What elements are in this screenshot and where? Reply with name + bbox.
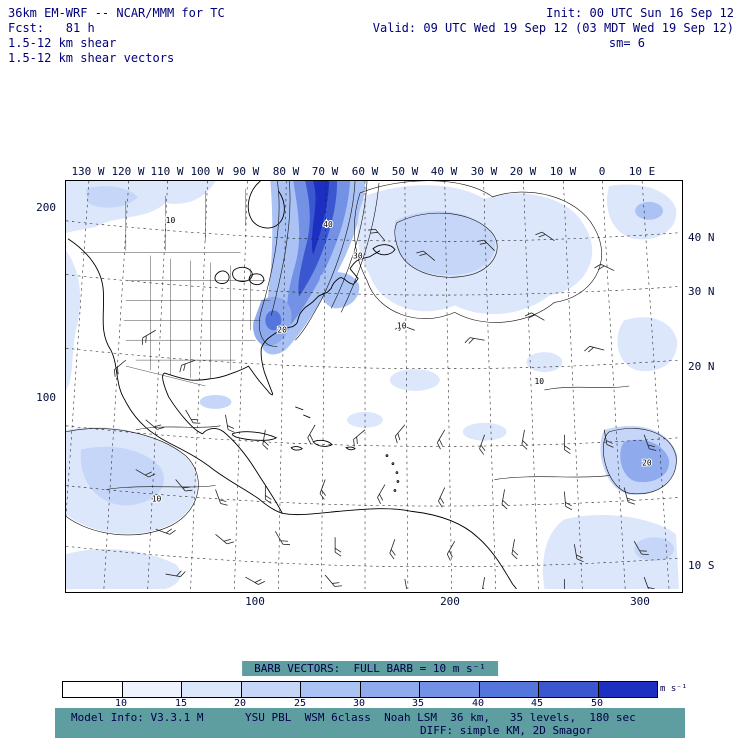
lon-tick: 70 W <box>311 165 339 178</box>
colorbar-tick: 35 <box>411 698 425 709</box>
colorbar-segment <box>598 682 657 697</box>
grid-x-tick: 200 <box>440 595 460 608</box>
svg-text:10: 10 <box>166 216 176 225</box>
shear-map-svg: 40 30 20 10 10 10 20 10 <box>66 181 679 589</box>
lon-tick: 50 W <box>391 165 419 178</box>
lon-tick: 60 W <box>351 165 379 178</box>
latlon-grid-layer <box>66 181 679 589</box>
lon-tick: 10 W <box>549 165 577 178</box>
svg-text:10: 10 <box>534 377 544 386</box>
lat-tick: 40 N <box>688 231 715 244</box>
colorbar-tick: 50 <box>590 698 604 709</box>
physics-options: YSU PBL WSM 6class Noah LSM 36 km, 35 le… <box>245 711 636 724</box>
colorbar-segment <box>122 682 182 697</box>
lat-tick: 10 S <box>688 559 715 572</box>
svg-text:10: 10 <box>397 321 407 330</box>
svg-text:20: 20 <box>277 325 287 334</box>
lon-tick: 80 W <box>272 165 300 178</box>
colorbar-segment <box>420 682 480 697</box>
lon-tick: 90 W <box>232 165 260 178</box>
vectors-label: 1.5-12 km shear vectors <box>8 51 175 65</box>
colorbar-segment <box>182 682 242 697</box>
lon-tick: 20 W <box>509 165 537 178</box>
state-borders-layer <box>80 188 271 387</box>
contour-lines-layer <box>66 181 677 536</box>
colorbar-segment <box>301 682 361 697</box>
lat-tick: 30 N <box>688 285 715 298</box>
svg-text:40: 40 <box>323 220 333 229</box>
grid-y-tick: 200 <box>36 201 56 214</box>
contour-labels-layer: 40 30 20 10 10 10 20 10 <box>151 215 653 505</box>
svg-text:20: 20 <box>642 459 652 468</box>
colorbar-tick: 45 <box>530 698 544 709</box>
colorbar-tick: 10 <box>114 698 128 709</box>
grid-x-tick: 300 <box>630 595 650 608</box>
lon-tick: 0 <box>598 165 606 178</box>
colorbar-segment <box>63 682 123 697</box>
model-info-bar: Model Info: V3.3.1 M YSU PBL WSM 6class … <box>55 708 685 738</box>
shear-shading-layer <box>66 181 679 589</box>
coastlines-layer <box>67 181 517 589</box>
colorbar-tick: 25 <box>293 698 307 709</box>
lat-tick: 20 N <box>688 360 715 373</box>
diffusion-options: DIFF: simple KM, 2D Smagor <box>420 724 593 737</box>
colorbar-segment <box>360 682 420 697</box>
lon-tick: 100 W <box>190 165 224 178</box>
colorbar-unit: m s⁻¹ <box>660 684 688 694</box>
colorbar-tick: 40 <box>471 698 485 709</box>
colorbar-segment <box>479 682 539 697</box>
field-name: 1.5-12 km shear <box>8 36 117 50</box>
valid-time: Valid: 09 UTC Wed 19 Sep 12 (03 MDT Wed … <box>372 21 734 35</box>
svg-text:10: 10 <box>152 494 162 503</box>
lon-tick: 40 W <box>430 165 458 178</box>
colorbar <box>62 681 658 698</box>
svg-text:30: 30 <box>353 252 363 261</box>
shear-map-plot: 40 30 20 10 10 10 20 10 <box>65 180 683 593</box>
colorbar-tick: 30 <box>352 698 366 709</box>
init-time: Init: 00 UTC Sun 16 Sep 12 <box>546 6 734 20</box>
lon-tick: 130 W <box>71 165 105 178</box>
grid-y-tick: 100 <box>36 391 56 404</box>
lon-tick: 110 W <box>150 165 184 178</box>
colorbar-tick: 15 <box>174 698 188 709</box>
forecast-hour: Fcst: 81 h <box>8 21 95 35</box>
lon-tick: 30 W <box>470 165 498 178</box>
smoothing-label: sm= 6 <box>608 36 645 50</box>
colorbar-segment <box>539 682 599 697</box>
lon-tick: 120 W <box>111 165 145 178</box>
colorbar-segment <box>241 682 301 697</box>
grid-x-tick: 100 <box>245 595 265 608</box>
model-title: 36km EM-WRF -- NCAR/MMM for TC <box>8 6 225 20</box>
colorbar-tick: 20 <box>233 698 247 709</box>
lon-tick: 10 E <box>628 165 656 178</box>
barb-legend: BARB VECTORS: FULL BARB = 10 m s⁻¹ <box>242 661 498 676</box>
model-version: Model Info: V3.3.1 M <box>71 711 204 724</box>
